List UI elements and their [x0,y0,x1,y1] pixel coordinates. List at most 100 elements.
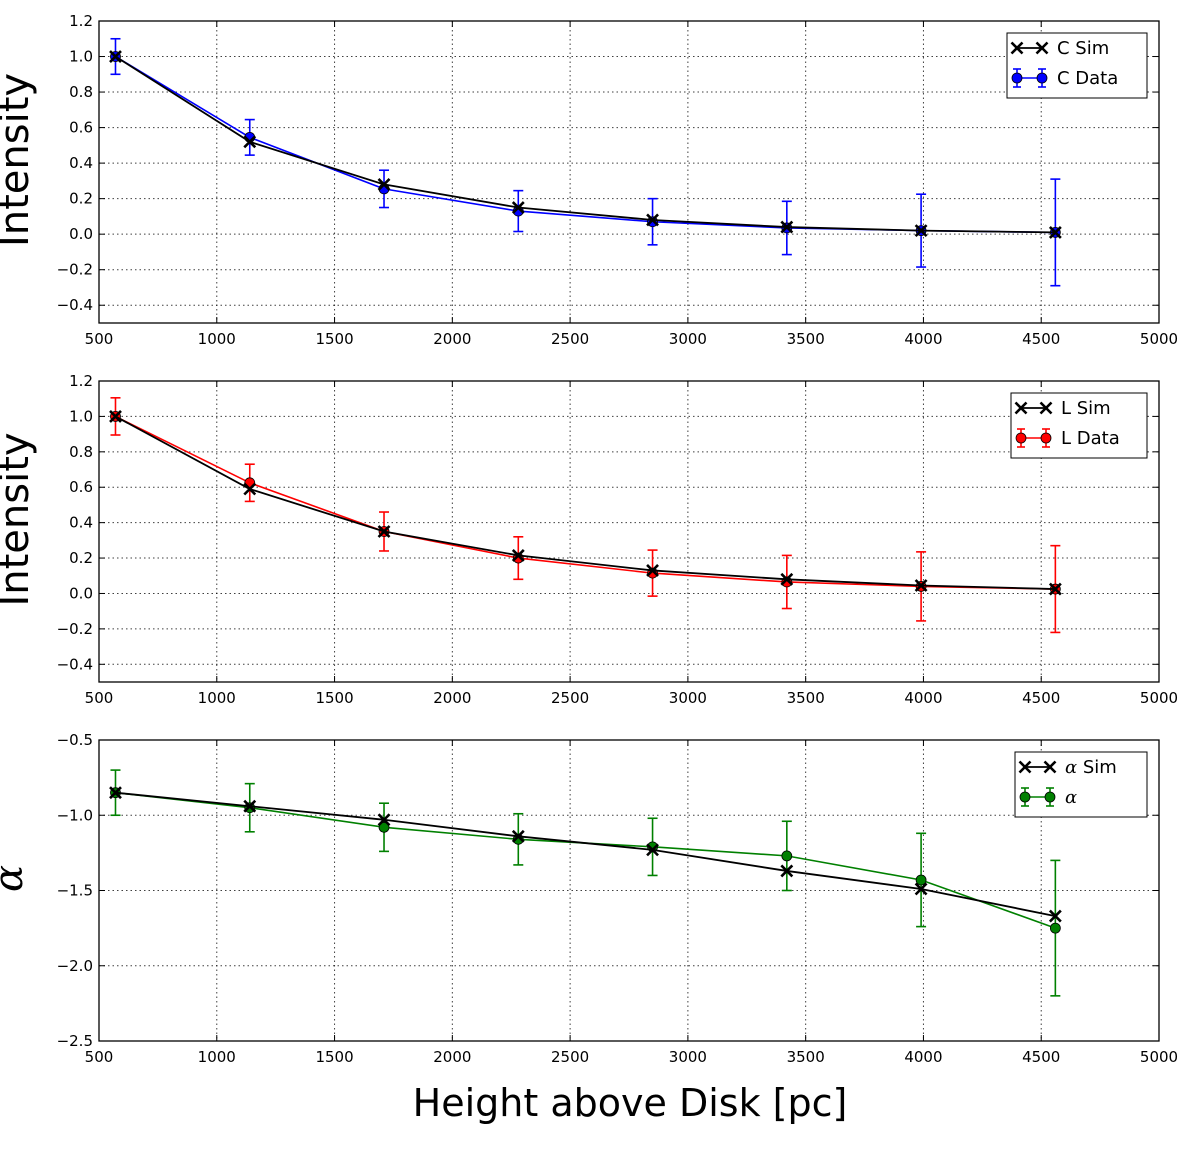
y-tick-label: −2.0 [57,957,93,975]
y-axis-label: Intensity [0,432,38,606]
chart-panel-3: 500 1000 1500 2000 2500 3000 3500 4000 4500 5000 −… [0,731,1178,1066]
chart-panel-1: 500 1000 1500 2000 2500 3000 3500 4000 4500 5000 1… [0,12,1178,348]
y-tick-label: −0.2 [57,620,93,638]
x-tick-label: 2000 [433,689,471,707]
x-tick-label: 3000 [669,330,707,348]
chart-panel-2: 500 1000 1500 2000 2500 3000 3500 4000 4500 5000 1… [0,372,1178,707]
sim-point [243,482,257,496]
legend-marker-data [1015,432,1027,444]
y-tick-label: 0.8 [69,83,93,101]
series-line-data [115,415,1056,590]
x-tick-label: 2000 [433,1048,471,1066]
sim-point [109,50,122,63]
legend-marker-sim [1043,760,1057,774]
x-tick-label: 1000 [198,689,236,707]
y-tick-label: −2.5 [57,1032,93,1050]
y-tick-label: 1.0 [69,407,93,425]
y-tick-label: 0.6 [69,478,93,496]
sim-point [1048,909,1062,923]
legend-marker-sim [1010,41,1024,55]
sim-point [914,882,928,896]
y-tick-label: 0.4 [69,154,93,172]
y-tick-label: 1.2 [69,372,93,390]
x-tick-label: 4500 [1022,689,1060,707]
legend-box [1014,751,1148,818]
legend-label-data: C Data [1057,68,1118,89]
legend-label-sim: α Sim [1065,757,1117,778]
x-tick-label: 2000 [433,330,471,348]
x-tick-label: 500 [85,1048,114,1066]
x-tick-label: 4500 [1022,1048,1060,1066]
y-tick-label: 0.6 [69,119,93,137]
x-tick-label: 1500 [315,330,353,348]
x-tick-label: 3000 [669,1048,707,1066]
axes-frame [98,20,1160,324]
y-tick-label: 1.2 [69,12,93,30]
sim-point [914,224,928,238]
sim-point [511,201,525,214]
x-tick-label: 5000 [1140,1048,1178,1066]
legend-marker-sim [1018,760,1032,774]
panels: 500 1000 1500 2000 2500 3000 3500 4000 4500 5000 1… [0,12,1178,1066]
series-line-sim [115,415,1056,590]
y-tick-label: 0.0 [69,225,93,243]
y-tick-label: 1.0 [69,48,93,66]
legend-label-sim: C Sim [1057,38,1109,59]
legend-label-data: L Data [1061,428,1120,449]
legend-marker-sim [1014,401,1028,415]
x-axis-label: Height above Disk [pc] [413,1081,848,1125]
y-tick-label: −0.2 [57,261,93,279]
sim-point [109,786,122,800]
series-line-sim [115,55,1056,234]
data-point [915,874,927,886]
legend: α Sim α [1014,751,1148,818]
y-tick-label: 0.0 [69,584,93,602]
axes-frame [98,739,1160,1042]
sim-point [780,220,794,234]
legend: L Sim L Data [1010,392,1148,459]
x-tick-label: 1000 [198,330,236,348]
x-tick-label: 3500 [787,1048,825,1066]
legend: C Sim C Data [1006,32,1148,99]
y-tick-label: 0.4 [69,514,93,532]
sim-point [1048,582,1062,596]
series-line-data [115,791,1056,929]
sim-point [646,564,659,577]
sim-point [511,548,525,562]
y-tick-label: 0.2 [69,190,93,208]
legend-marker-sim [1039,401,1053,415]
sim-point [646,843,659,857]
data-point [1049,922,1061,934]
x-tick-label: 1500 [315,1048,353,1066]
x-tick-label: 2500 [551,689,589,707]
legend-marker-data [1011,72,1023,84]
sim-point [377,813,391,827]
y-tick-label: 0.8 [69,443,93,461]
x-tick-label: 3500 [787,689,825,707]
axes-frame [98,380,1160,683]
x-tick-label: 1500 [315,689,353,707]
x-tick-label: 2500 [551,1048,589,1066]
legend-marker-data [1036,72,1048,84]
sim-point [377,178,391,191]
legend-marker-data [1040,432,1052,444]
y-axis-label: Intensity [0,73,38,247]
legend-marker-data [1019,791,1031,803]
series-line-sim [115,791,1056,917]
sim-point [1048,225,1062,239]
sim-point [780,572,794,586]
x-tick-label: 3500 [787,330,825,348]
x-tick-label: 500 [85,330,114,348]
sim-point [511,829,525,843]
legend-box [1010,392,1148,459]
x-tick-label: 2500 [551,330,589,348]
data-point [781,850,793,862]
legend-box [1006,32,1148,99]
y-tick-label: −0.4 [57,296,93,314]
y-tick-label: 0.2 [69,549,93,567]
x-tick-label: 4500 [1022,330,1060,348]
x-tick-label: 4000 [904,1048,942,1066]
y-tick-label: −1.0 [57,806,93,824]
y-axis-label: α [0,865,32,892]
